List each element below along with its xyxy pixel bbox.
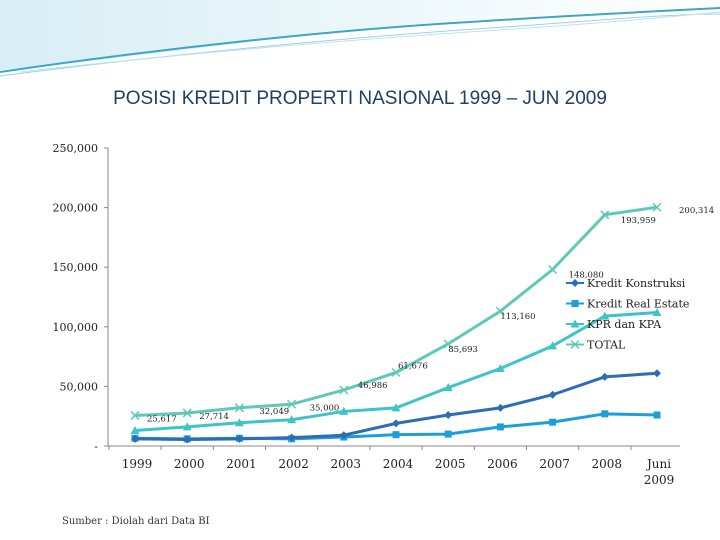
data-point-kpr-dan-kpa xyxy=(130,426,140,435)
data-point-kredit-konstruksi xyxy=(548,390,557,399)
data-point-total xyxy=(495,306,505,316)
data-point-kpr-dan-kpa xyxy=(339,406,349,415)
data-point-total xyxy=(443,339,453,349)
data-point-kredit-konstruksi xyxy=(339,431,348,440)
x-marker-stroke xyxy=(130,410,140,420)
data-point-total xyxy=(287,399,297,409)
x-tick-label: 2001 xyxy=(226,457,257,471)
data-point-kredit-real-estate xyxy=(653,411,661,419)
x-tick-label: Juni xyxy=(645,457,671,471)
data-point-kredit-konstruksi xyxy=(600,372,609,381)
y-tick-label: 150,000 xyxy=(53,261,99,274)
data-point-total xyxy=(600,210,610,220)
data-point-total xyxy=(130,410,140,420)
data-point-kredit-konstruksi xyxy=(131,434,139,443)
data-point-kredit-real-estate xyxy=(601,410,609,418)
legend-label-kredit-konstruksi: Kredit Konstruksi xyxy=(587,277,686,290)
data-point-kpr-dan-kpa xyxy=(652,307,662,316)
total-data-label: 200,314 xyxy=(679,206,714,216)
x-tick-label: 2003 xyxy=(331,457,362,471)
total-data-label: 85,693 xyxy=(448,345,478,355)
total-data-label: 61,676 xyxy=(398,361,428,371)
chart-axes: - 50,000 100,000 150,000 200,000 250,000 1999 2… xyxy=(53,142,680,487)
x-tick-label: 2008 xyxy=(592,457,623,471)
total-data-label: 193,959 xyxy=(621,216,656,226)
x-marker-stroke xyxy=(548,264,558,275)
data-point-total xyxy=(234,403,244,413)
data-point-total xyxy=(182,408,192,418)
data-point-total xyxy=(652,202,662,212)
data-point-kredit-konstruksi xyxy=(653,369,661,378)
chart-title: POSISI KREDIT PROPERTI NASIONAL 1999 – J… xyxy=(113,88,607,109)
data-point-total xyxy=(339,385,349,395)
chart-legend: Kredit Konstruksi Kredit Real Estate KPR d… xyxy=(566,277,689,352)
data-point-kredit-konstruksi xyxy=(444,411,453,420)
data-point-kredit-konstruksi xyxy=(496,403,505,412)
data-point-kpr-dan-kpa xyxy=(391,403,401,412)
total-data-label: 32,049 xyxy=(259,407,289,417)
y-tick-label: 100,000 xyxy=(53,321,99,334)
total-data-label: 148,080 xyxy=(569,270,604,280)
y-tick-label: 250,000 xyxy=(53,142,99,155)
series-lines xyxy=(130,202,662,444)
data-point-kpr-dan-kpa xyxy=(443,383,453,392)
x-tick-label: 2005 xyxy=(435,457,466,471)
x-marker-stroke xyxy=(570,339,580,350)
x-tick-label: 2004 xyxy=(383,457,414,471)
x-marker-stroke xyxy=(391,367,401,378)
y-tick-label: 50,000 xyxy=(60,380,99,393)
total-data-label: 35,000 xyxy=(310,403,340,413)
x-tick-label: 2009 xyxy=(644,473,675,487)
x-marker-stroke xyxy=(182,408,192,418)
x-marker-stroke xyxy=(234,403,244,413)
data-point-kredit-konstruksi xyxy=(392,419,400,428)
data-point-kredit-real-estate xyxy=(444,430,452,438)
source-note: Sumber : Diolah dari Data BI xyxy=(62,516,210,527)
x-marker-stroke xyxy=(287,399,297,409)
legend-marker-kredit-real-estate xyxy=(571,300,579,307)
x-tick-label: 2002 xyxy=(278,457,309,471)
x-tick-label: 2000 xyxy=(174,457,205,471)
x-tick-label: 2006 xyxy=(487,457,518,471)
legend-label-total: TOTAL xyxy=(587,339,626,352)
data-point-kredit-konstruksi xyxy=(183,435,192,444)
x-marker-stroke xyxy=(495,306,505,316)
header-banner-graphic xyxy=(0,0,720,77)
data-point-kpr-dan-kpa xyxy=(287,415,297,424)
data-point-total xyxy=(548,264,558,275)
total-data-label: 27,714 xyxy=(199,412,229,422)
y-tick-label: 200,000 xyxy=(53,202,99,215)
data-point-kpr-dan-kpa xyxy=(234,418,244,427)
data-point-kredit-konstruksi xyxy=(235,434,244,443)
legend-label-kpr-dan-kpa: KPR dan KPA xyxy=(587,318,662,331)
data-point-kredit-real-estate xyxy=(392,431,400,439)
total-data-label: 113,160 xyxy=(500,312,535,322)
legend-label-kredit-real-estate: Kredit Real Estate xyxy=(587,298,689,311)
legend-marker-kpr-dan-kpa xyxy=(570,319,580,328)
total-data-label: 25,617 xyxy=(147,414,177,424)
x-marker-stroke xyxy=(339,385,349,395)
x-tick-label: 1999 xyxy=(122,457,153,471)
x-marker-stroke xyxy=(443,339,453,349)
data-labels: 25,617 27,714 32,049 35,000 46,986 61,676 85,6… xyxy=(147,206,714,424)
legend-marker-total xyxy=(570,339,580,350)
x-marker-stroke xyxy=(600,210,610,220)
total-data-label: 46,986 xyxy=(358,381,388,391)
data-point-kpr-dan-kpa xyxy=(495,364,505,373)
data-point-kpr-dan-kpa xyxy=(548,341,558,350)
x-tick-label: 2007 xyxy=(539,457,570,471)
y-tick-label: - xyxy=(94,440,98,453)
data-point-kpr-dan-kpa xyxy=(600,311,610,320)
data-point-kredit-real-estate xyxy=(549,418,557,426)
x-marker-stroke xyxy=(652,202,662,212)
data-point-total xyxy=(391,367,401,378)
legend-marker-kredit-konstruksi xyxy=(571,279,579,287)
data-point-kredit-real-estate xyxy=(496,423,504,431)
data-point-kredit-konstruksi xyxy=(287,433,296,442)
data-point-kpr-dan-kpa xyxy=(182,422,192,431)
